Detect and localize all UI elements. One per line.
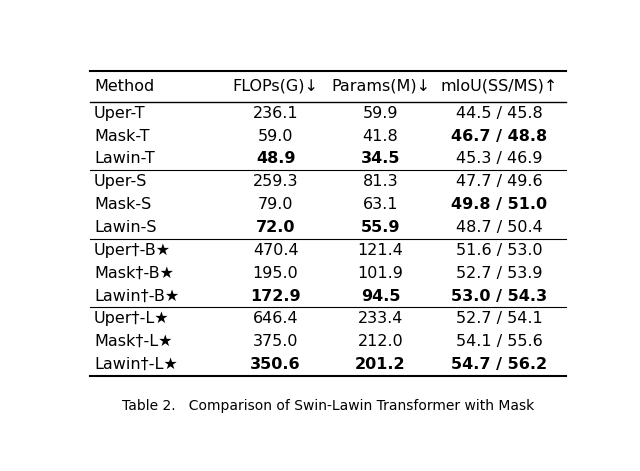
Text: 54.7 / 56.2: 54.7 / 56.2	[451, 357, 547, 372]
Text: Table 2.   Comparison of Swin-Lawin Transformer with Mask: Table 2. Comparison of Swin-Lawin Transf…	[122, 399, 534, 414]
Text: 55.9: 55.9	[360, 220, 400, 235]
Text: 81.3: 81.3	[363, 174, 398, 189]
Text: 121.4: 121.4	[358, 243, 403, 258]
Text: 212.0: 212.0	[358, 334, 403, 349]
Text: 79.0: 79.0	[258, 197, 293, 212]
Text: 51.6 / 53.0: 51.6 / 53.0	[456, 243, 543, 258]
Text: 63.1: 63.1	[363, 197, 398, 212]
Text: Uper-S: Uper-S	[94, 174, 147, 189]
Text: 46.7 / 48.8: 46.7 / 48.8	[451, 129, 547, 144]
Text: 646.4: 646.4	[253, 311, 298, 326]
Text: Uper†-B★: Uper†-B★	[94, 243, 171, 258]
Text: mIoU(SS/MS)↑: mIoU(SS/MS)↑	[441, 79, 558, 94]
Text: 41.8: 41.8	[362, 129, 398, 144]
Text: Uper†-L★: Uper†-L★	[94, 311, 170, 326]
Text: 48.9: 48.9	[256, 152, 296, 166]
Text: 101.9: 101.9	[358, 266, 403, 281]
Text: 52.7 / 53.9: 52.7 / 53.9	[456, 266, 543, 281]
Text: 470.4: 470.4	[253, 243, 298, 258]
Text: 94.5: 94.5	[360, 289, 400, 304]
Text: 48.7 / 50.4: 48.7 / 50.4	[456, 220, 543, 235]
Text: 72.0: 72.0	[256, 220, 296, 235]
Text: 59.9: 59.9	[363, 106, 398, 121]
Text: 49.8 / 51.0: 49.8 / 51.0	[451, 197, 547, 212]
Text: Mask†-L★: Mask†-L★	[94, 334, 172, 349]
Text: Lawin-S: Lawin-S	[94, 220, 156, 235]
Text: 53.0 / 54.3: 53.0 / 54.3	[451, 289, 547, 304]
Text: 195.0: 195.0	[253, 266, 298, 281]
Text: Params(M)↓: Params(M)↓	[331, 79, 430, 94]
Text: 59.0: 59.0	[258, 129, 293, 144]
Text: Lawin-T: Lawin-T	[94, 152, 155, 166]
Text: 350.6: 350.6	[250, 357, 301, 372]
Text: 375.0: 375.0	[253, 334, 298, 349]
Text: 236.1: 236.1	[253, 106, 298, 121]
Text: 172.9: 172.9	[250, 289, 301, 304]
Text: 47.7 / 49.6: 47.7 / 49.6	[456, 174, 543, 189]
Text: 52.7 / 54.1: 52.7 / 54.1	[456, 311, 543, 326]
Text: Mask†-B★: Mask†-B★	[94, 266, 174, 281]
Text: Mask-T: Mask-T	[94, 129, 149, 144]
Text: 54.1 / 55.6: 54.1 / 55.6	[456, 334, 543, 349]
Text: Lawin†-B★: Lawin†-B★	[94, 289, 179, 304]
Text: Mask-S: Mask-S	[94, 197, 151, 212]
Text: 201.2: 201.2	[355, 357, 406, 372]
Text: 259.3: 259.3	[253, 174, 298, 189]
Text: 44.5 / 45.8: 44.5 / 45.8	[456, 106, 543, 121]
Text: FLOPs(G)↓: FLOPs(G)↓	[233, 79, 319, 94]
Text: 233.4: 233.4	[358, 311, 403, 326]
Text: Method: Method	[94, 79, 154, 94]
Text: 34.5: 34.5	[360, 152, 400, 166]
Text: Uper-T: Uper-T	[94, 106, 145, 121]
Text: Lawin†-L★: Lawin†-L★	[94, 357, 178, 372]
Text: 45.3 / 46.9: 45.3 / 46.9	[456, 152, 543, 166]
